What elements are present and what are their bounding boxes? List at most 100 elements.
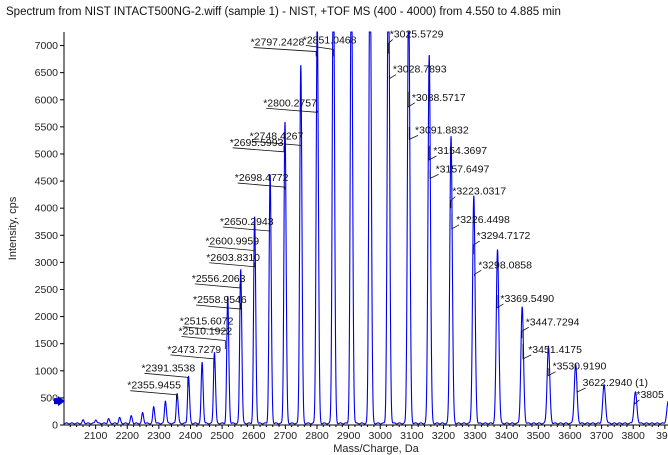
peak-label: *2797.2428 (251, 37, 305, 49)
peak-label-leader (473, 240, 480, 255)
peak-label-leader (253, 47, 317, 57)
peak-label-leader (547, 368, 556, 377)
y-tick-label: 5000 (35, 148, 59, 160)
peak-label-leader (130, 390, 177, 401)
peak-label-leader (208, 246, 255, 251)
peak-label: *2695.5993 (230, 137, 284, 149)
peak-label-leader (305, 44, 334, 57)
peak-label-leader (144, 372, 189, 388)
peak-label: *3154.3697 (433, 145, 487, 157)
peak-label-leader (576, 381, 586, 393)
peak-label: 3622.2940 (1) (583, 377, 648, 389)
x-tick-label: 2600 (242, 430, 266, 442)
y-tick-label: 6500 (35, 67, 59, 79)
peak-label: *2355.9455 (127, 380, 181, 392)
x-axis-label: Mass/Charge, Da (333, 443, 419, 455)
x-tick-label: 3500 (527, 430, 551, 442)
peak-label-leader (408, 126, 419, 140)
peak-label-leader (387, 39, 393, 54)
y-tick-label: 7000 (35, 40, 59, 52)
peak-label-leader (209, 262, 256, 268)
x-tick-label: 3600 (558, 430, 582, 442)
peak-label-leader (170, 354, 215, 369)
y-tick-label: 0 (52, 420, 58, 432)
peak-label: *2650.2943 (220, 216, 274, 228)
peak-label: *3091.8832 (415, 124, 469, 136)
peak-label-leader (237, 182, 286, 190)
peak-label: *2851.0468 (303, 34, 357, 46)
y-tick-label: 5500 (35, 121, 59, 133)
y-marker-stem (54, 398, 59, 405)
y-marker-icon (58, 396, 65, 407)
x-tick-label: 2400 (179, 430, 203, 442)
peak-label: *3157.6497 (436, 163, 490, 175)
peak-label-leader (194, 283, 241, 289)
y-tick-label: 500 (40, 392, 58, 404)
x-tick-label: 3400 (495, 430, 519, 442)
peak-label: *2473.7279 (167, 344, 221, 356)
y-tick-label: 3000 (35, 257, 59, 269)
x-tick-label: 2500 (210, 430, 234, 442)
y-tick-label: 6000 (35, 94, 59, 106)
peak-label: *3447.7294 (526, 316, 580, 328)
peak-label-leader (428, 145, 437, 161)
x-tick-label: 3700 (590, 430, 614, 442)
y-tick-label: 2500 (35, 284, 59, 296)
peak-label: *3088.5717 (412, 92, 466, 104)
x-tick-label: 3100 (400, 430, 424, 442)
peak-label: *2748.4267 (250, 130, 304, 142)
x-tick-label: 390 (656, 430, 668, 442)
peak-label: *3369.5490 (500, 293, 554, 305)
y-tick-label: 1000 (35, 365, 59, 377)
peak-label: *3298.0858 (478, 259, 532, 271)
peak-label: *2800.2757 (263, 97, 317, 109)
peak-label-leader (407, 91, 416, 108)
peak-label-leader (222, 226, 271, 232)
peak-label: *2510.1922 (178, 325, 232, 337)
chart-title: Spectrum from NIST INTACT500NG-2.wiff (s… (6, 6, 561, 18)
peak-label: *3025.5729 (390, 28, 444, 40)
peak-label: *2698.4772 (235, 172, 289, 184)
x-tick-label: 3300 (463, 430, 487, 442)
peak-label: *3223.0317 (452, 186, 506, 198)
peak-label-leader (388, 74, 397, 80)
x-tick-label: 3000 (369, 430, 393, 442)
x-tick-label: 3200 (432, 430, 456, 442)
x-tick-label: 2200 (116, 430, 140, 442)
peak-label: *2558.9546 (193, 294, 247, 306)
x-tick-label: 2800 (305, 430, 329, 442)
peak-label-leader (232, 145, 285, 153)
peak-label: *3805 (636, 389, 664, 401)
peak-label-leader (521, 326, 529, 339)
peak-label: *3294.7172 (477, 230, 531, 242)
peak-label-leader (181, 336, 226, 350)
peak-label-leader (182, 324, 228, 332)
peak-label-leader (474, 269, 482, 276)
peak-label-leader (634, 399, 640, 405)
peak-label: *3226.4498 (456, 214, 510, 226)
peak-label: *2556.2063 (192, 273, 246, 285)
peak-label-leader (451, 213, 460, 230)
y-axis-label: Intensity, cps (7, 196, 19, 260)
peak-label-leader (195, 303, 242, 310)
peak-label: *3451.4175 (528, 344, 582, 356)
y-tick-label: 2000 (35, 311, 59, 323)
peak-label: *3028.7893 (393, 64, 447, 76)
peak-label-leader (266, 107, 318, 113)
peak-label: *2391.3538 (141, 362, 195, 374)
peak-label: *2515.6072 (180, 316, 234, 328)
spectrum-trace (63, 31, 668, 425)
x-tick-label: 2700 (274, 430, 298, 442)
y-tick-label: 4500 (35, 176, 59, 188)
y-tick-label: 3500 (35, 230, 59, 242)
peak-label: *2603.8310 (206, 252, 260, 264)
peak-label-leader (522, 343, 532, 360)
x-tick-label: 2900 (337, 430, 361, 442)
peak-label-leader (252, 140, 302, 146)
peak-label: *3530.9190 (553, 361, 607, 373)
y-tick-label: 1500 (35, 338, 59, 350)
peak-label-leader (429, 170, 439, 180)
x-tick-label: 2100 (84, 430, 108, 442)
peak-label-leader (496, 294, 504, 309)
